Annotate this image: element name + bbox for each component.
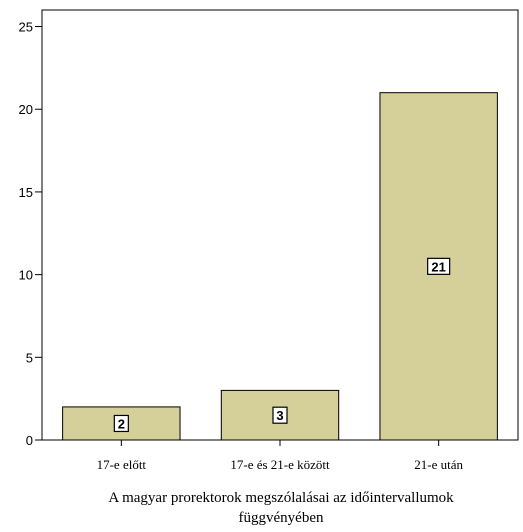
x-axis-label-line-2: függvényében [239,510,324,526]
data-label-2: 3 [276,408,283,423]
y-tick-label-10: 10 [19,268,33,283]
y-tick-label-15: 15 [19,185,33,200]
data-label-box-2 [272,406,288,424]
y-tick-label-25: 25 [19,20,33,35]
category-label-3: 21-e után [414,457,463,472]
x-axis: 17-e előtt 17-e és 21-e között 21-e után [97,440,464,472]
x-axis-label-line-1: A magyar prorektorok megszólalásai az id… [108,490,454,506]
y-tick-label-5: 5 [26,350,33,365]
data-label-box-1 [113,414,129,433]
data-label-1: 2 [118,416,125,431]
category-label-2: 17-e és 21-e között [230,457,330,472]
y-tick-label-0: 0 [26,433,33,448]
y-axis: 0 5 10 15 20 25 [19,20,42,448]
bars-group: 2 3 21 [62,92,498,441]
data-label-3: 21 [431,259,445,274]
category-label-1: 17-e előtt [97,457,147,472]
y-tick-label-20: 20 [19,102,33,117]
data-label-box-3 [427,257,451,275]
